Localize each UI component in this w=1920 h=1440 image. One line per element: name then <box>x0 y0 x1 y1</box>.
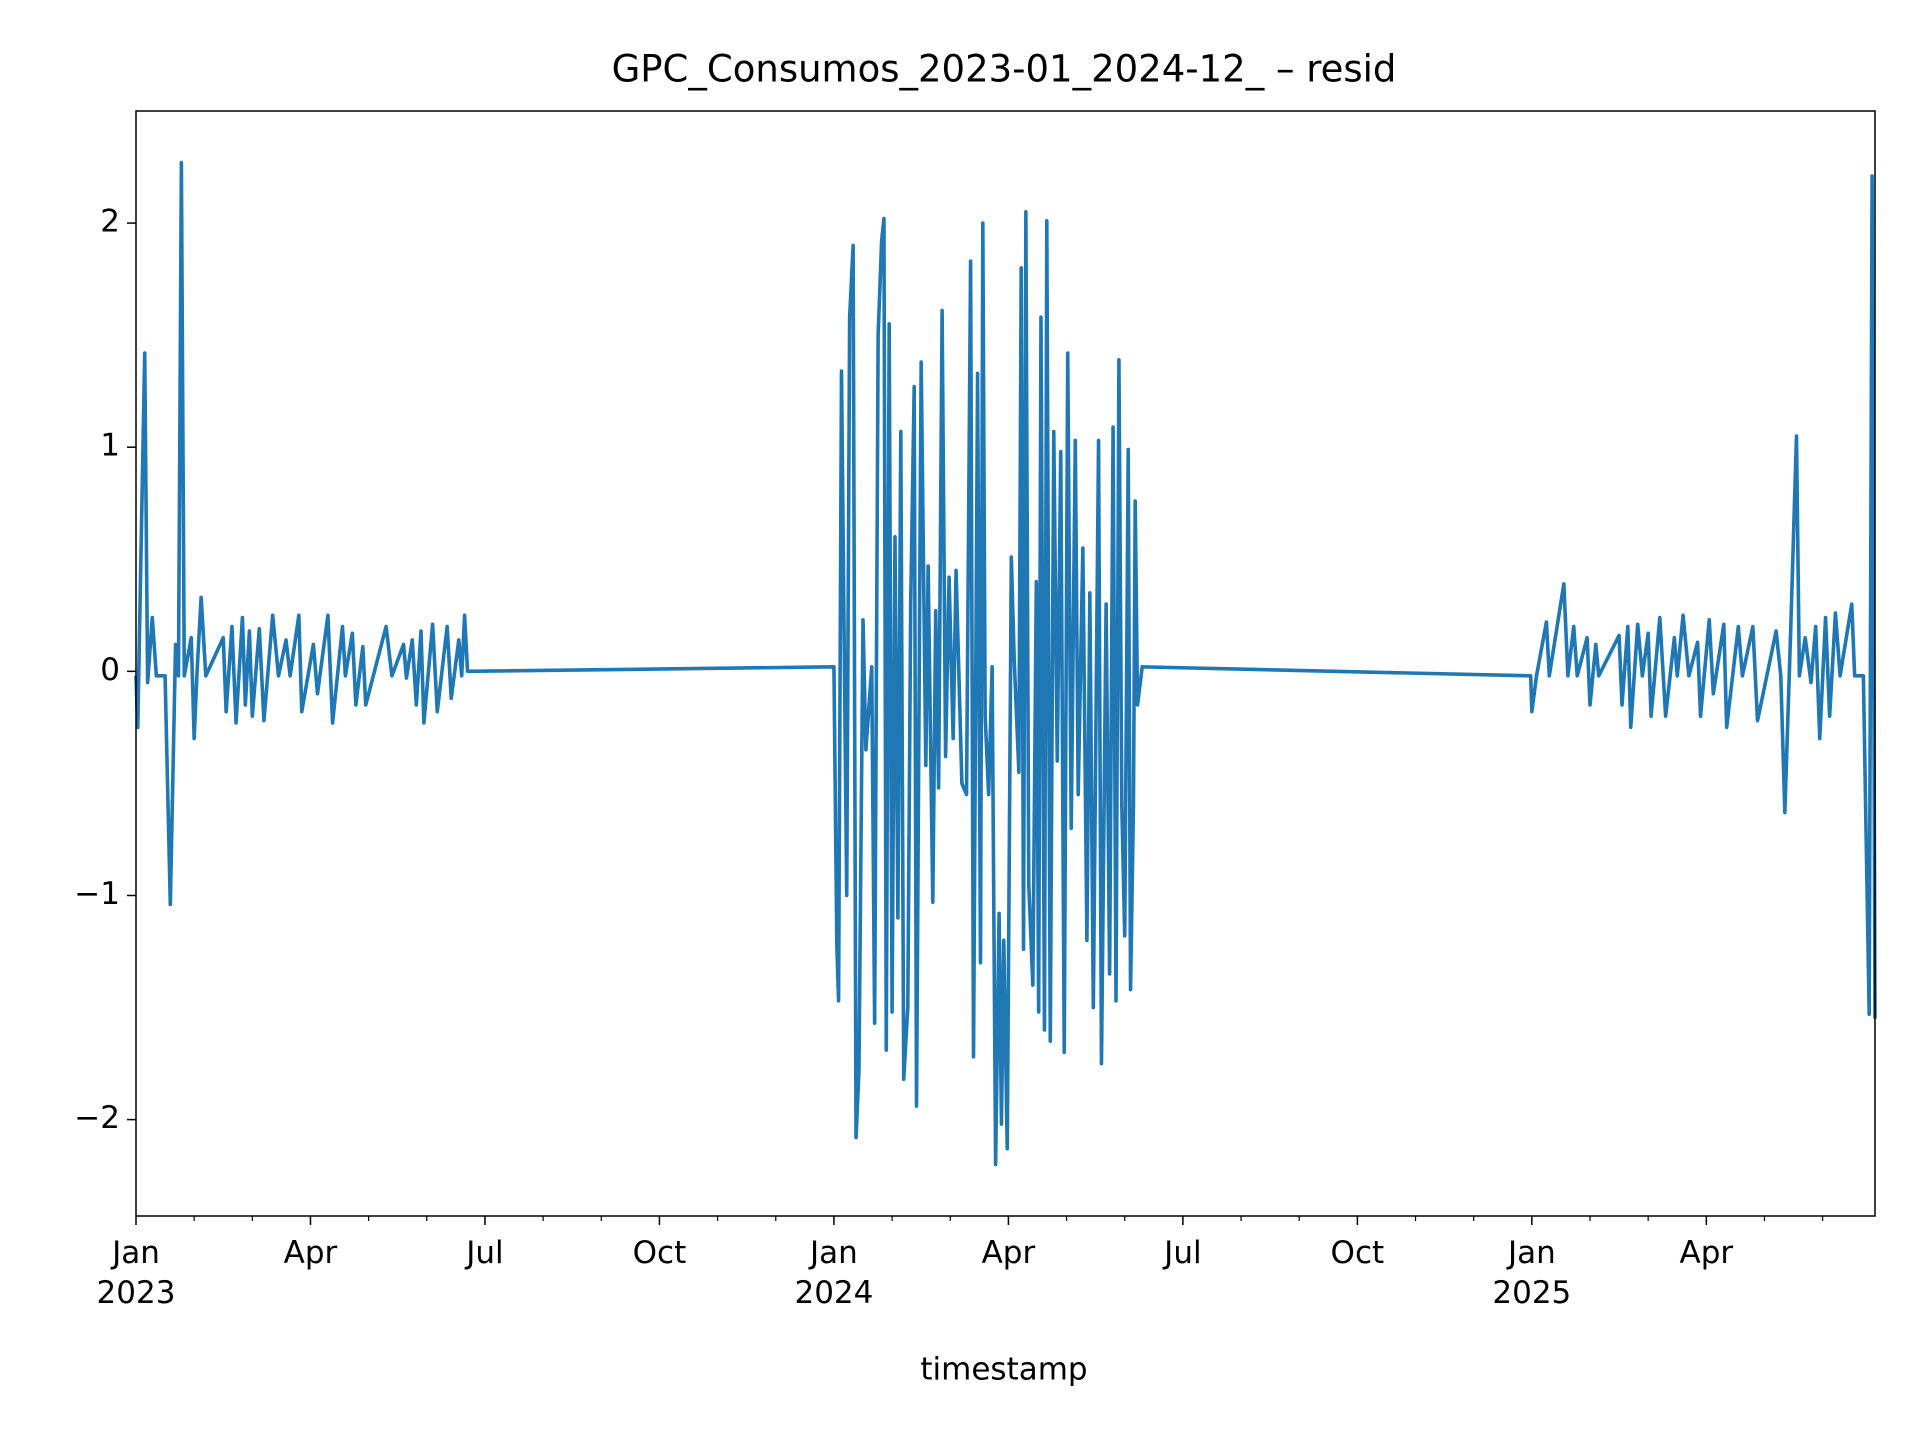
x-tick-label: Jan 2025 <box>1492 1235 1572 1311</box>
x-tick-label: Apr <box>981 1235 1036 1271</box>
x-axis-label: timestamp <box>920 1352 1087 1388</box>
x-tick-label: Jul <box>466 1235 504 1271</box>
x-tick-label: Jul <box>1164 1235 1202 1271</box>
x-tick-label: Jan 2024 <box>794 1235 874 1311</box>
plot-frame <box>135 110 1876 1217</box>
x-tick-label: Oct <box>1330 1235 1385 1271</box>
chart-title: GPC_Consumos_2023-01_2024-12_ – resid <box>612 48 1397 91</box>
y-tick-label: 1 <box>100 428 120 464</box>
y-tick-label: −1 <box>74 876 120 912</box>
x-tick-label: Oct <box>632 1235 687 1271</box>
y-tick-label: 0 <box>100 652 120 688</box>
x-tick-label: Apr <box>1679 1235 1734 1271</box>
y-tick-label: −2 <box>74 1100 120 1136</box>
x-tick-label: Jan 2023 <box>96 1235 176 1311</box>
y-tick-label: 2 <box>100 204 120 240</box>
x-tick-label: Apr <box>283 1235 338 1271</box>
data-line <box>134 160 1877 1167</box>
